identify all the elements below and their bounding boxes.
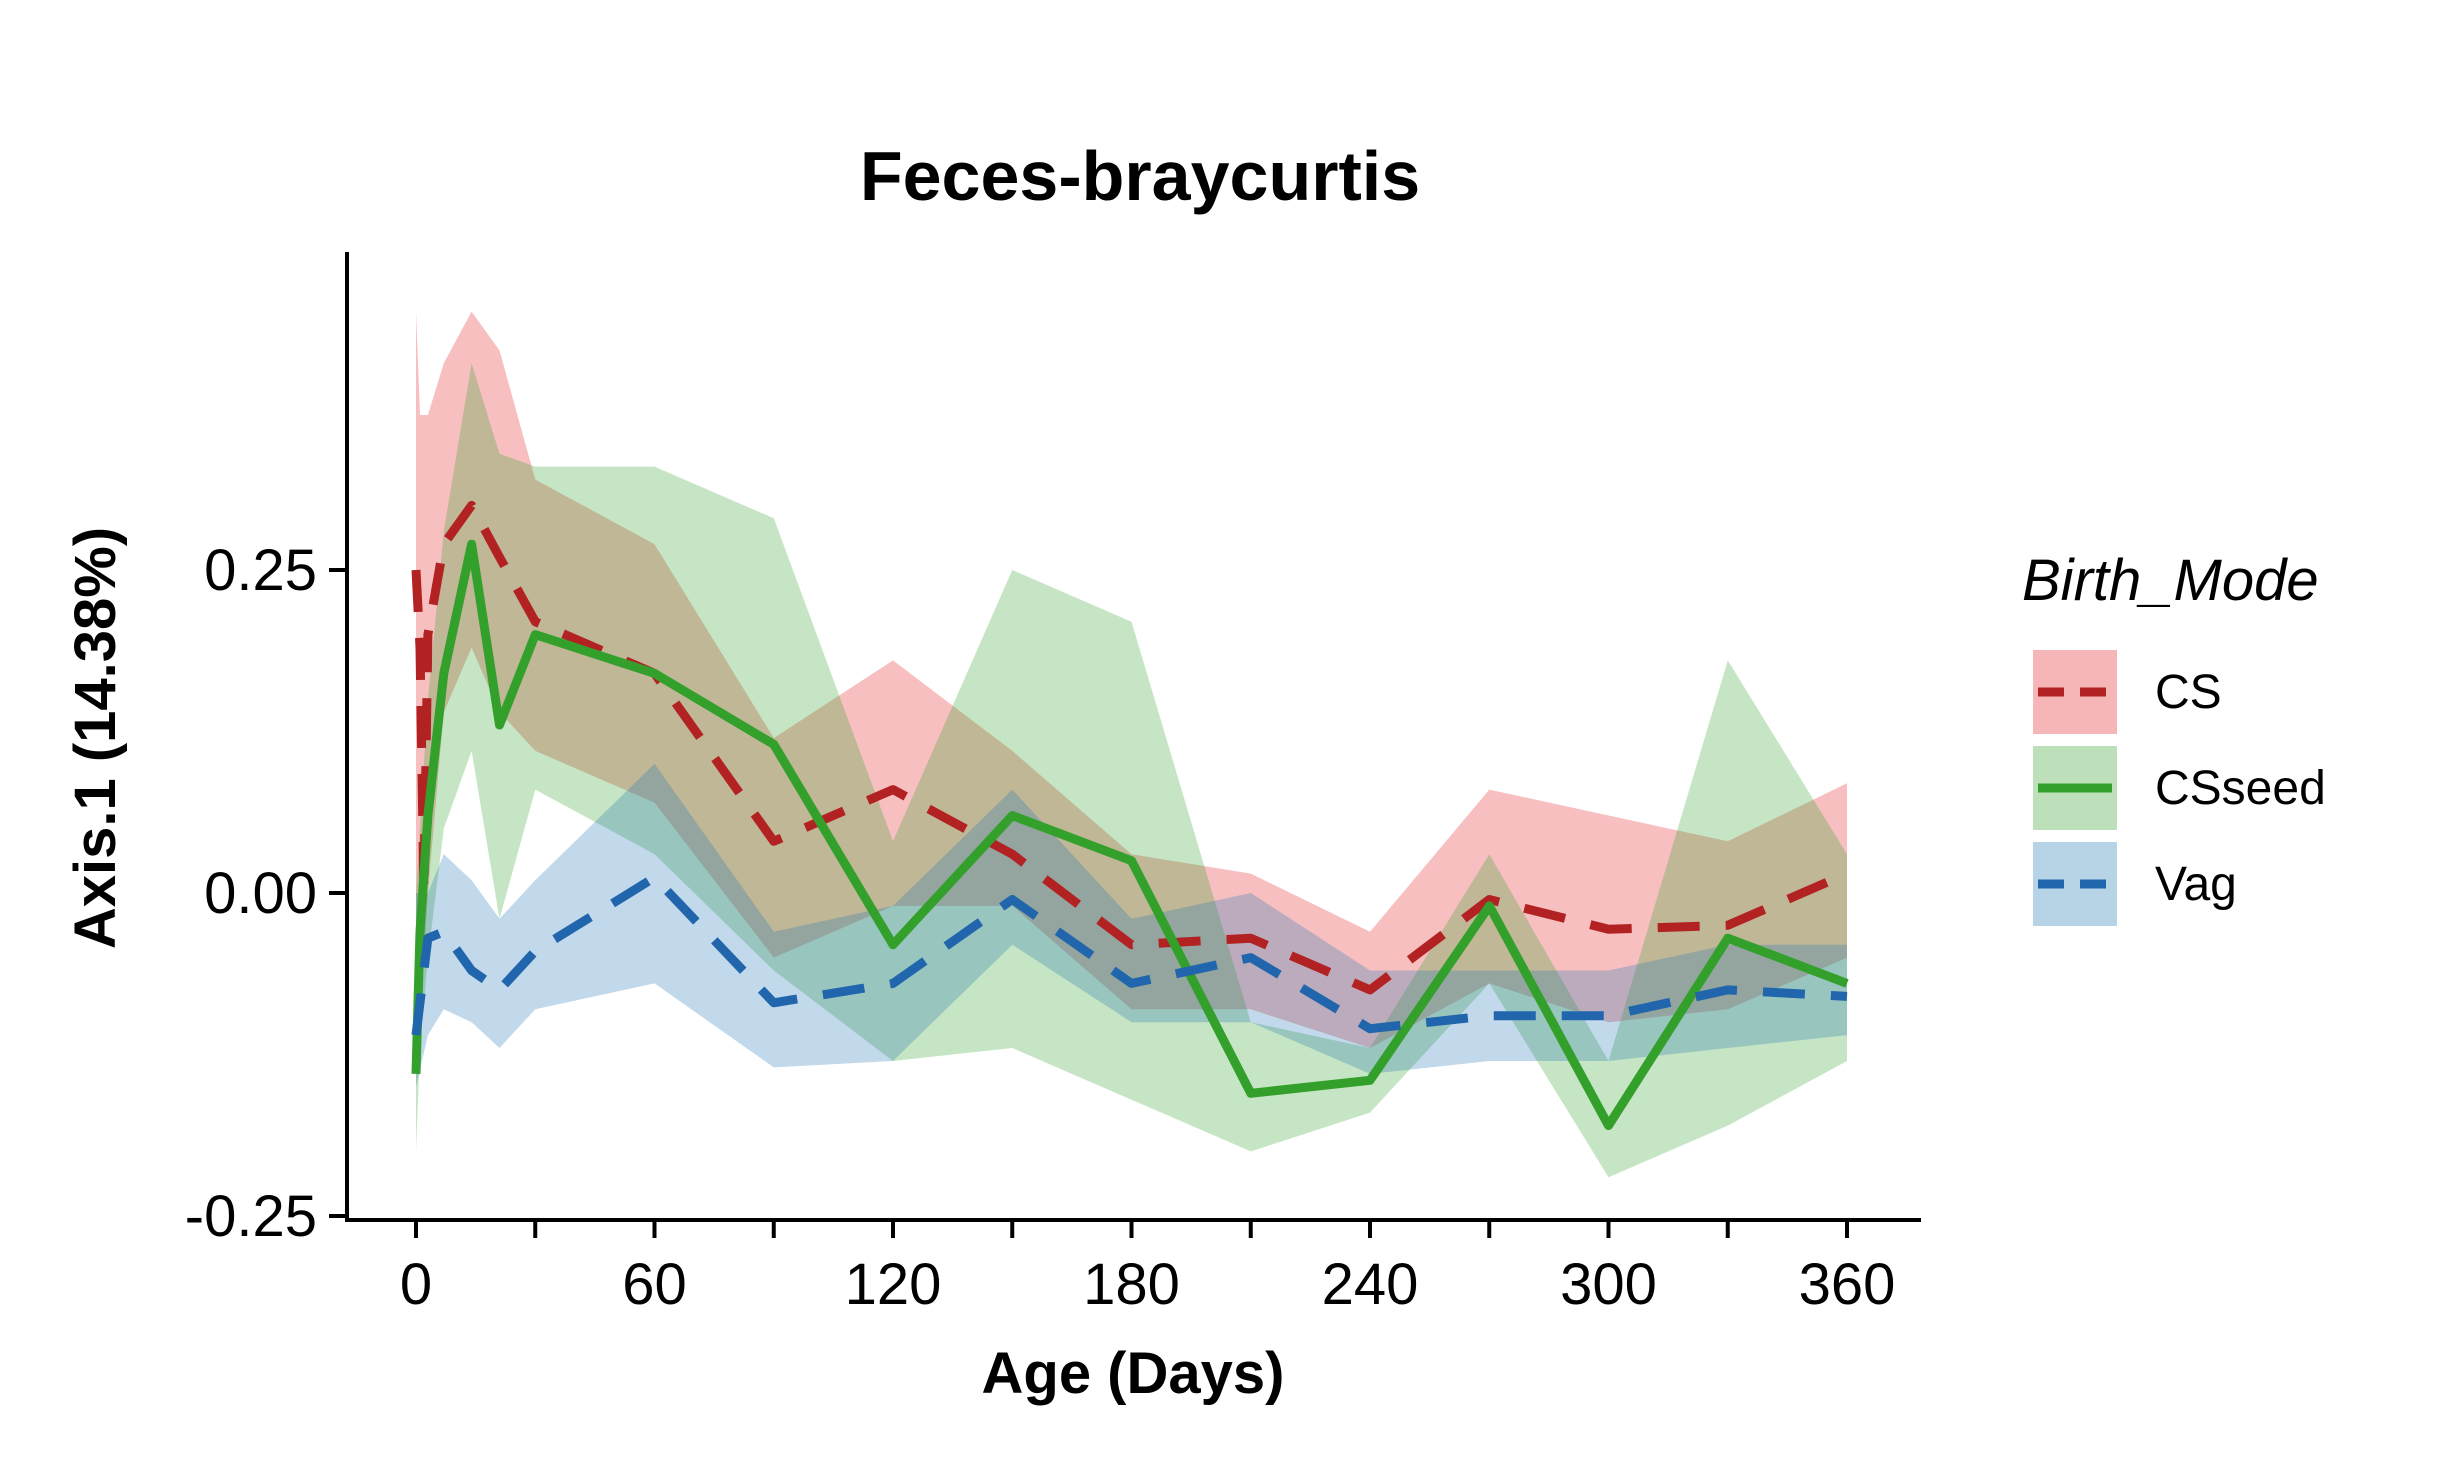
x-tick-label: 240 xyxy=(1322,1252,1419,1317)
axes: 0 60 120 180 240 300 360 -0.25 0.00 0.25 xyxy=(185,252,1921,1317)
band-cs xyxy=(416,311,1847,1049)
y-tick-label: -0.25 xyxy=(185,1184,317,1249)
chart-title: Feces-braycurtis xyxy=(860,137,1420,215)
legend-label-vag: Vag xyxy=(2155,858,2237,911)
x-axis-title: Age (Days) xyxy=(982,1341,1285,1406)
line-csseed xyxy=(411,539,1849,1131)
y-ticks: -0.25 0.00 0.25 xyxy=(185,538,347,1249)
x-tick-label: 0 xyxy=(400,1252,432,1317)
legend-title: Birth_Mode xyxy=(2022,548,2319,613)
x-tick-label: 60 xyxy=(622,1252,687,1317)
series-lines xyxy=(411,500,1849,1131)
x-tick-label: 300 xyxy=(1560,1252,1657,1317)
x-tick-label: 120 xyxy=(845,1252,942,1317)
legend-items: CS CSseed Vag xyxy=(2033,650,2326,926)
legend-item-csseed: CSseed xyxy=(2033,746,2326,830)
legend-item-cs: CS xyxy=(2033,650,2222,734)
y-tick-label: 0.25 xyxy=(204,538,317,603)
confidence-bands xyxy=(416,311,1847,1178)
x-ticks: 0 60 120 180 240 300 360 xyxy=(400,1220,1896,1317)
band-csseed xyxy=(416,363,1847,1178)
x-tick-label: 180 xyxy=(1083,1252,1180,1317)
y-tick-label: 0.00 xyxy=(204,861,317,926)
legend-label-cs: CS xyxy=(2155,666,2222,719)
legend-item-vag: Vag xyxy=(2033,842,2237,926)
x-tick-label: 360 xyxy=(1799,1252,1896,1317)
plot-area xyxy=(411,311,1849,1178)
line-vag xyxy=(411,873,1848,1036)
legend-label-csseed: CSseed xyxy=(2155,762,2326,815)
legend: Birth_Mode CS CSseed Vag xyxy=(2022,548,2326,926)
y-axis-title: Axis.1 (14.38%) xyxy=(63,527,128,949)
line-cs xyxy=(411,500,1849,995)
